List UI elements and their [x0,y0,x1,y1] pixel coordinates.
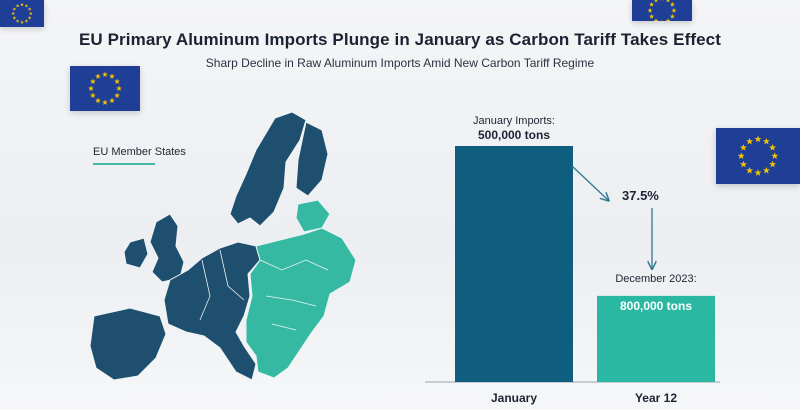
eu-flag-icon [632,0,692,21]
flag-star [15,19,20,23]
flag-star [647,7,653,13]
map-region-eastern-europe [245,227,357,379]
flag-star [649,13,655,19]
flag-star [95,73,101,79]
flag-star [737,152,745,159]
x-tick-year12: Year 12 [635,391,677,405]
page-subtitle: Sharp Decline in Raw Aluminum Imports Am… [205,56,595,70]
flag-star [95,97,101,104]
flag-star [15,3,20,8]
flag-star [28,11,33,16]
bar-year12-caption: December 2023: [615,273,696,285]
bar-chart: January Imports: 500,000 tons December 2… [425,115,720,405]
flag-star [769,143,777,151]
map-region-finland [295,121,329,197]
flag-star [771,152,779,159]
flag-star [762,137,770,145]
flag-star [666,0,670,3]
change-percent-label: 37.5% [622,188,659,203]
flag-star [102,99,108,105]
bar-january [455,146,573,382]
map-region-iberia [89,307,167,381]
bar-year12 [597,295,715,382]
x-tick-january: January [491,391,537,405]
flag-star [12,15,17,20]
flag-star [102,71,108,77]
flag-star [665,18,671,21]
flag-star [20,2,24,7]
flag-star [114,78,121,84]
flag-star [661,19,663,21]
page-title: EU Primary Aluminum Imports Plunge in Ja… [78,30,721,49]
flag-star [116,85,122,91]
flag-star [739,160,747,168]
flag-star [88,85,94,91]
flag-star [11,11,16,16]
flag-star [746,166,754,174]
flag-star [27,15,32,20]
flag-star [739,143,747,151]
flag-star [762,166,770,174]
flag-star [654,0,658,3]
eu-map [89,111,357,381]
flag-star [653,18,659,21]
flag-star [109,97,115,104]
bar-year12-value: 800,000 tons [620,299,692,313]
flag-star [660,0,664,1]
map-legend-label: EU Member States [93,146,186,158]
flag-star [12,7,17,11]
flag-star [27,7,32,11]
flag-star [671,7,677,13]
flag-star [649,1,655,7]
map-legend-line [93,163,155,165]
down-arrow-icon [571,165,608,200]
bar-january-value: 500,000 tons [478,128,550,142]
map-region-ireland [123,237,149,269]
flag-star [109,73,115,79]
bar-january-caption: January Imports: [473,115,555,127]
map-region-scandinavia [229,111,307,227]
map-region-western-europe [163,241,261,381]
flag-star [669,13,675,19]
flag-star [769,160,777,168]
flag-star [754,169,762,176]
flag-star [89,92,96,98]
flag-star [746,137,754,145]
map-region-baltics [295,199,331,233]
eu-flag-icon [0,0,44,27]
flag-star [114,92,121,98]
flag-star [24,3,29,8]
flag-star [669,1,675,7]
eu-flag-icon [716,128,800,184]
flag-star [754,135,762,143]
flag-star [89,78,96,84]
eu-flag-icon [70,66,140,111]
flag-star [24,19,29,23]
flag-star [20,20,24,24]
map-region-great-britain [149,213,185,283]
